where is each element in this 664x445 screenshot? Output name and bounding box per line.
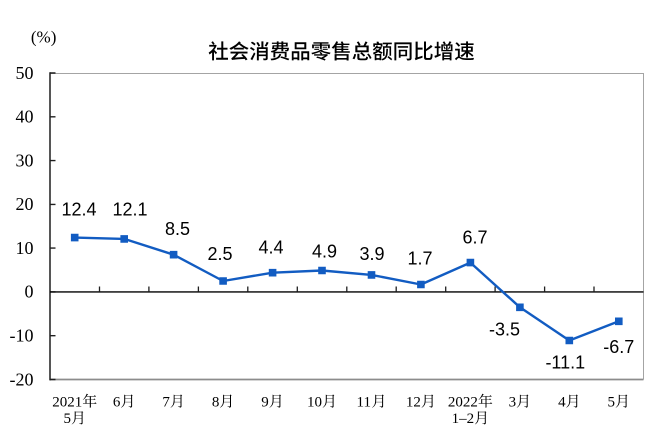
svg-text:6.7: 6.7 [462, 228, 487, 248]
svg-text:4.4: 4.4 [258, 238, 283, 258]
svg-text:5: 5 [64, 411, 72, 427]
svg-text:2021: 2021 [52, 395, 82, 411]
svg-text:-3.5: -3.5 [489, 320, 520, 340]
svg-text:3: 3 [509, 395, 516, 411]
svg-text:20: 20 [16, 194, 34, 214]
svg-text:1–2: 1–2 [452, 411, 475, 427]
svg-text:40: 40 [16, 107, 34, 127]
svg-text:12.1: 12.1 [112, 200, 147, 220]
svg-text:2.5: 2.5 [207, 244, 232, 264]
svg-text:50: 50 [16, 63, 34, 83]
svg-text:9: 9 [261, 395, 269, 411]
svg-text:12.4: 12.4 [61, 200, 96, 220]
svg-text:12: 12 [406, 395, 421, 411]
svg-text:30: 30 [16, 150, 34, 170]
svg-text:0: 0 [25, 282, 34, 302]
svg-text:3.9: 3.9 [359, 244, 384, 264]
svg-text:4: 4 [558, 395, 566, 411]
svg-text:-10: -10 [10, 326, 34, 346]
svg-text:-20: -20 [10, 369, 34, 389]
svg-text:6: 6 [113, 395, 121, 411]
svg-text:11: 11 [357, 395, 371, 411]
svg-text:-6.7: -6.7 [603, 337, 634, 357]
svg-text:10: 10 [16, 238, 34, 258]
svg-text:-11.1: -11.1 [545, 353, 585, 373]
svg-text:7: 7 [162, 395, 170, 411]
svg-text:(%): (%) [31, 27, 56, 46]
svg-text:4.9: 4.9 [312, 242, 337, 262]
svg-text:8: 8 [212, 395, 220, 411]
svg-text:1.7: 1.7 [407, 249, 432, 269]
svg-text:8.5: 8.5 [165, 219, 190, 239]
svg-text:10: 10 [307, 395, 322, 411]
svg-text:5: 5 [608, 395, 616, 411]
svg-text:2022: 2022 [448, 395, 478, 411]
